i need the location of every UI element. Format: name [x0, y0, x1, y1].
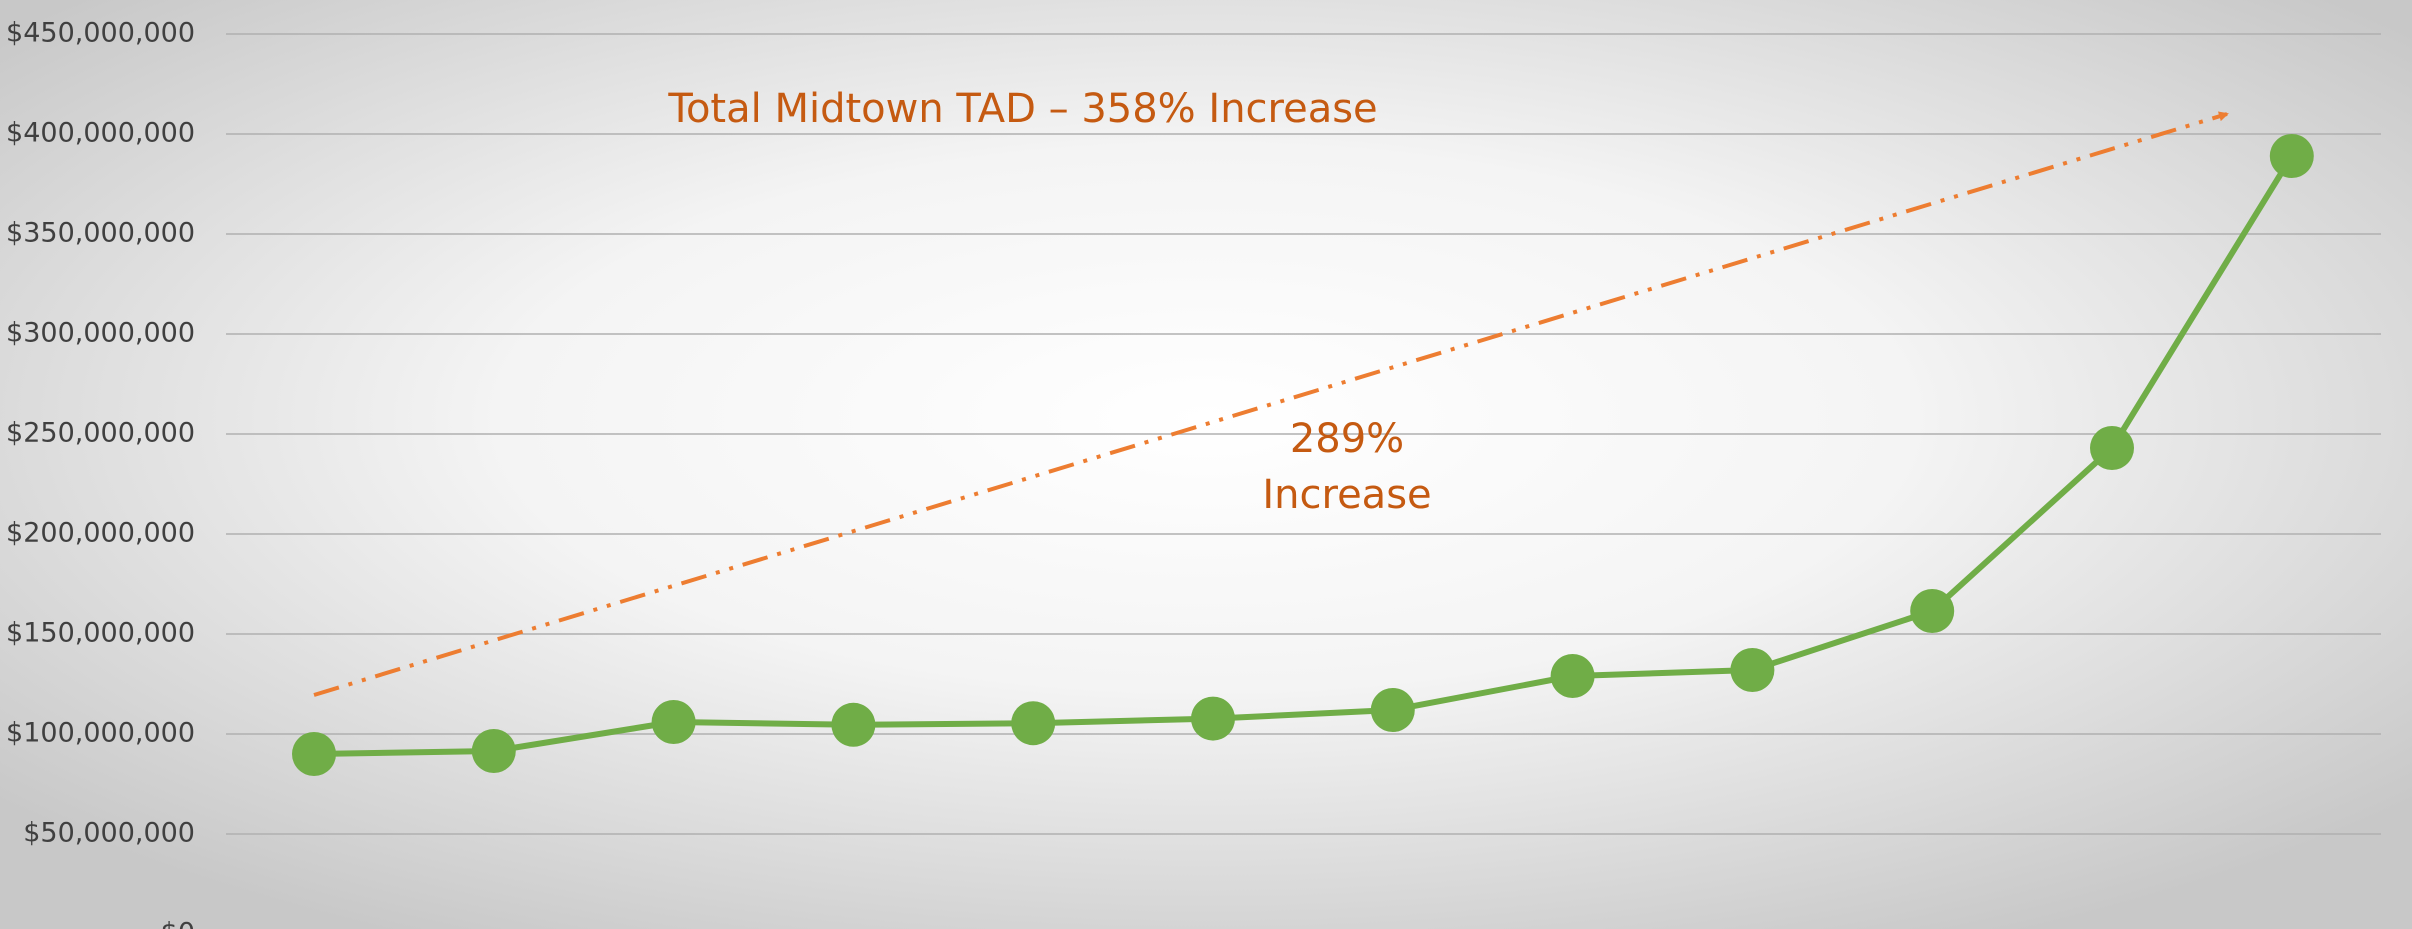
- data-point: [651, 700, 696, 744]
- data-point: [1910, 589, 1955, 633]
- data-point: [1550, 654, 1595, 698]
- trend-arrow: [313, 111, 2229, 697]
- data-point: [1191, 696, 1235, 741]
- y-tick-label: $400,000,000: [6, 118, 195, 149]
- data-point: [2269, 134, 2314, 178]
- data-point: [2090, 426, 2134, 470]
- data-point: [1011, 701, 1056, 746]
- y-tick-label: $150,000,000: [6, 618, 195, 649]
- y-tick-label: $350,000,000: [6, 218, 195, 249]
- series-line: [313, 154, 2295, 757]
- y-tick-label: $300,000,000: [6, 318, 195, 349]
- y-tick-label: $450,000,000: [6, 18, 195, 49]
- y-tick-label: $200,000,000: [6, 518, 195, 549]
- annotation: 289%: [1290, 416, 1404, 462]
- y-tick-label: $50,000,000: [23, 818, 195, 849]
- annotation: Increase: [1262, 472, 1431, 518]
- y-tick-label: $0: [161, 918, 195, 929]
- data-point: [292, 732, 336, 776]
- data-point: [1730, 648, 1775, 692]
- annotation: Total Midtown TAD – 358% Increase: [667, 86, 1377, 132]
- data-point: [1370, 688, 1415, 732]
- data-point: [831, 702, 876, 747]
- y-tick-label: $250,000,000: [6, 418, 195, 449]
- data-point: [471, 729, 516, 773]
- y-tick-label: $100,000,000: [6, 718, 195, 749]
